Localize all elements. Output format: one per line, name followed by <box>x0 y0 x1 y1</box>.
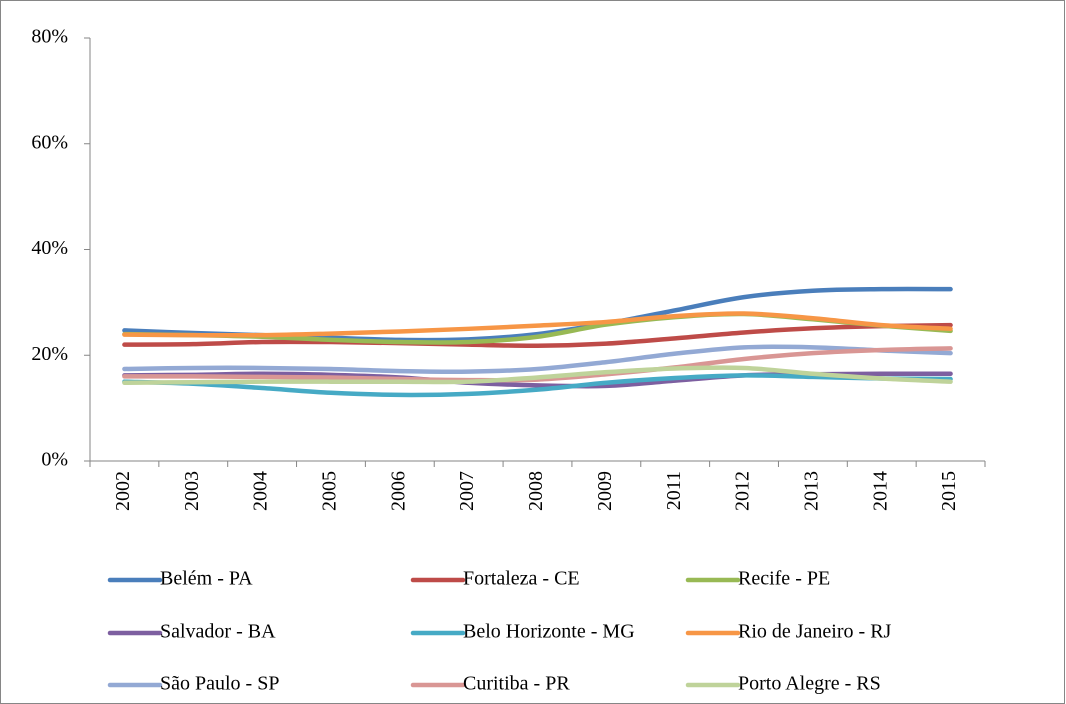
x-tick-label: 2004 <box>250 471 272 511</box>
x-tick-label: 2003 <box>181 471 203 511</box>
y-tick-label: 80% <box>31 26 68 48</box>
series-line <box>122 373 953 398</box>
x-tick-label: 2008 <box>525 471 547 511</box>
legend-label: Belo Horizonte - MG <box>463 621 635 643</box>
legend-label: Curitiba - PR <box>463 673 570 695</box>
legend-label: Salvador - BA <box>160 621 276 643</box>
series-line <box>122 344 953 375</box>
x-tick-label: 2007 <box>456 471 478 511</box>
y-tick-label: 60% <box>31 131 68 153</box>
series-line <box>122 365 953 385</box>
x-tick-label: 2009 <box>594 471 616 511</box>
series-line <box>122 322 953 349</box>
legend-label: Fortaleza - CE <box>463 568 580 590</box>
series-line <box>122 311 953 338</box>
x-tick-label: 2015 <box>938 471 960 511</box>
x-tick-label: 2012 <box>732 471 754 511</box>
y-tick-label: 20% <box>31 343 68 365</box>
x-tick-label: 2005 <box>319 471 341 511</box>
legend-label: Rio de Janeiro - RJ <box>738 621 892 643</box>
x-tick-label: 2014 <box>869 471 891 511</box>
y-tick-label: 0% <box>41 449 68 471</box>
x-tick-label: 2002 <box>112 471 134 511</box>
y-tick-label: 40% <box>31 237 68 259</box>
x-tick-label: 2011 <box>663 471 685 510</box>
legend-label: Porto Alegre - RS <box>738 673 881 695</box>
legend-label: Recife - PE <box>738 568 830 590</box>
x-tick-label: 2013 <box>800 471 822 511</box>
x-tick-label: 2006 <box>387 471 409 511</box>
legend-label: São Paulo - SP <box>160 673 279 695</box>
legend-label: Belém - PA <box>160 568 253 590</box>
